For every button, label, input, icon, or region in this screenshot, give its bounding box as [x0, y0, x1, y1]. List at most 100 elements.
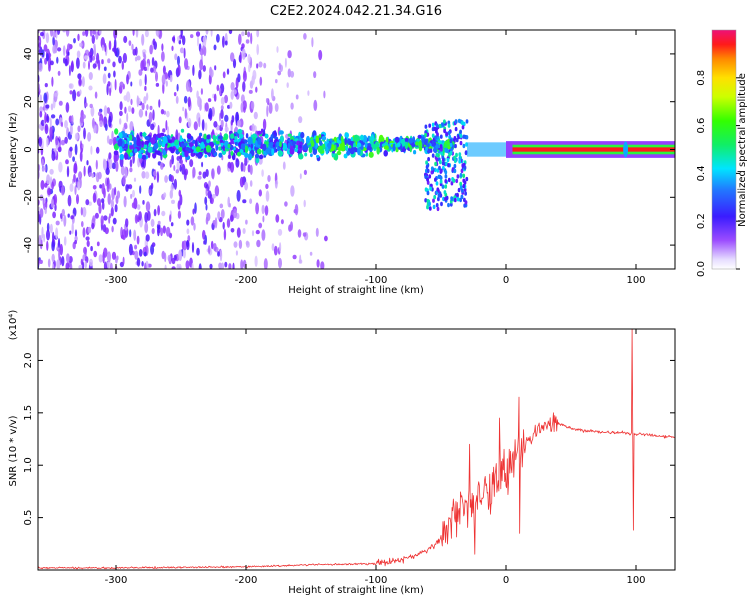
spectrum-noise-blob	[71, 114, 74, 125]
spectrum-band-blob	[321, 136, 327, 141]
spectrum-band-blob	[247, 153, 253, 161]
spectrum-noise-blob	[98, 254, 103, 263]
spectrum-band-blob	[289, 148, 295, 155]
spectrum-noise-blob	[39, 259, 43, 264]
spectrum-noise-blob	[45, 104, 50, 109]
spectrum-noise-blob	[216, 84, 220, 92]
spectrum-tone-core	[512, 147, 675, 152]
spectrum-noise-blob	[105, 167, 110, 175]
spectrum-noise-blob	[134, 46, 138, 56]
spectrum-noise-blob	[205, 188, 208, 197]
spectrum-band-blob	[276, 141, 279, 148]
spectrum-noise-blob	[63, 214, 67, 227]
spectrum-fan-blob	[431, 153, 435, 158]
spectrum-noise-blob	[113, 70, 116, 78]
spectrum-noise-blob	[276, 46, 279, 53]
spectrum-noise-blob	[171, 36, 176, 42]
spectrum-noise-blob	[145, 201, 151, 213]
spectrum-noise-blob	[178, 249, 183, 262]
spectrum-fan-blob	[430, 166, 434, 171]
spectrum-noise-blob	[211, 193, 216, 199]
spectrum-noise-blob	[191, 242, 195, 253]
spectrum-noise-blob	[54, 92, 58, 97]
spectrum-band-blob	[259, 144, 264, 148]
spectrum-noise-blob	[39, 111, 43, 118]
spectrum-noise-blob	[151, 242, 156, 248]
spectrum-noise-blob	[138, 78, 143, 87]
spectrum-noise-blob	[150, 218, 155, 228]
spectrum-noise-blob	[256, 239, 261, 248]
spectrum-noise-blob	[86, 160, 89, 166]
spectrum-noise-blob	[202, 171, 207, 179]
spectrum-noise-blob	[161, 210, 166, 217]
spectrum-noise-blob	[46, 53, 49, 62]
spectrum-fan-blob	[446, 148, 449, 154]
spectrum-fan-blob	[449, 202, 453, 207]
spectrum-noise-blob	[139, 185, 142, 194]
spectrum-band-blob	[168, 139, 172, 143]
spectrum-noise-blob	[208, 107, 213, 119]
spectrum-noise-blob	[284, 57, 287, 68]
spectrum-noise-blob	[40, 180, 45, 190]
spectrum-band-blob	[258, 154, 264, 160]
spectrum-band-blob	[144, 136, 150, 140]
spectrum-noise-blob	[148, 189, 152, 195]
spectrum-noise-blob	[220, 97, 225, 105]
spectrum-noise-blob	[298, 259, 303, 264]
spectrum-noise-blob	[242, 70, 247, 82]
spectrum-noise-blob	[290, 221, 293, 231]
spectrum-noise-blob	[209, 263, 213, 269]
spectrum-noise-blob	[104, 42, 107, 53]
spectrum-noise-blob	[109, 183, 112, 190]
spectrum-band-blob	[341, 141, 345, 148]
spectrum-noise-blob	[132, 189, 135, 198]
spectrum-noise-blob	[38, 136, 43, 147]
spectrum-band-blob	[206, 134, 211, 140]
spectrum-noise-blob	[324, 235, 328, 242]
snr-panel: -300 -200 -100 0 100 0.5 1.0 1.5 2.0 Height of …	[8, 310, 676, 596]
spectrum-noise-blob	[194, 202, 197, 214]
spectrum-noise-blob	[45, 32, 50, 44]
spectrum-noise-blob	[106, 83, 109, 96]
spectrum-noise-blob	[59, 243, 63, 256]
spectrum-band-blob	[230, 138, 234, 145]
snr-series-line	[38, 329, 675, 570]
spectrum-band-blob	[154, 150, 159, 154]
chart-title: C2E2.2024.042.21.34.G16	[270, 4, 442, 19]
spectrum-noise-blob	[81, 40, 85, 49]
spectrum-noise-blob	[78, 171, 83, 180]
x-tick-label: 0	[503, 275, 509, 286]
spectrum-noise-blob	[38, 42, 41, 49]
spectrum-noise-blob	[150, 67, 154, 73]
spectrum-noise-blob	[221, 262, 224, 269]
spectrum-noise-blob	[144, 30, 149, 38]
spectrum-fan-blob	[444, 184, 448, 189]
spectrum-noise-blob	[274, 103, 279, 112]
spectrum-fan-blob	[445, 195, 449, 201]
spectrum-noise-blob	[71, 222, 74, 235]
spectrum-noise-blob	[174, 53, 178, 61]
spectrum-fan-blob	[455, 137, 459, 143]
spectrum-band-blob	[144, 141, 147, 145]
spectrum-fan-blob	[427, 143, 430, 148]
spectrum-noise-blob	[120, 165, 125, 176]
spectrum-noise-blob	[207, 190, 212, 199]
snr-plot-area	[38, 329, 675, 570]
colorbar-ticks: 0.0 0.2 0.4 0.6 0.8	[696, 70, 740, 277]
spectrum-band-blob	[286, 148, 291, 155]
spectrum-noise-blob	[231, 115, 235, 123]
spectrum-noise-blob	[176, 83, 179, 92]
spectrum-noise-blob	[103, 261, 107, 269]
spectrum-fan-blob	[449, 150, 453, 156]
spectrum-noise-blob	[72, 89, 77, 102]
spectrum-noise-blob	[205, 30, 209, 35]
spectrum-noise-blob	[313, 99, 318, 111]
spectrum-noise-blob	[267, 175, 271, 182]
spectrum-fan-blob	[462, 121, 466, 127]
spectrum-band-blob	[306, 135, 310, 144]
spectrum-noise-blob	[222, 71, 226, 79]
spectrum-fan-blob	[447, 202, 450, 208]
spectrum-noise-blob	[198, 171, 202, 176]
spectrum-noise-blob	[100, 215, 104, 226]
spectrum-fan-blob	[441, 161, 445, 166]
